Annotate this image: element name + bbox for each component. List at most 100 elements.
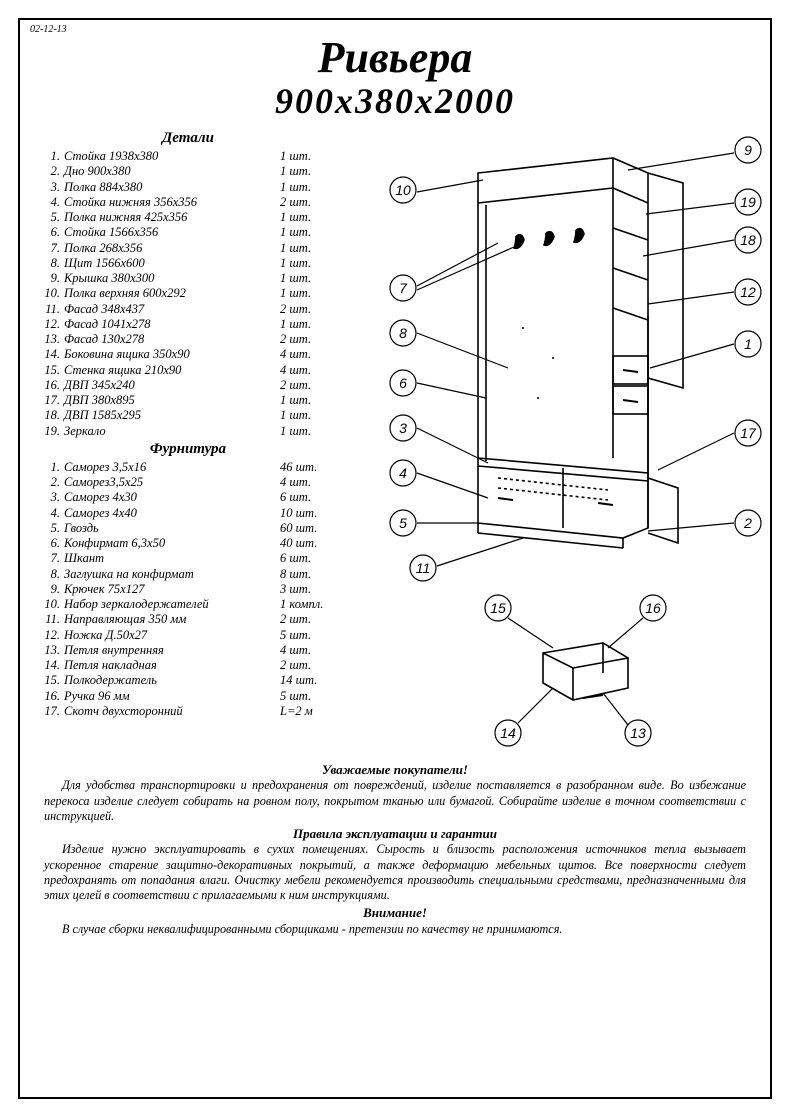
svg-text:3: 3 bbox=[399, 420, 407, 436]
svg-text:2: 2 bbox=[743, 515, 752, 531]
list-item: 9.Крышка 380х3001 шт. bbox=[38, 271, 338, 286]
list-item: 6.Конфирмат 6,3х5040 шт. bbox=[38, 536, 338, 551]
item-name: Ручка 96 мм bbox=[64, 689, 280, 704]
item-number: 8. bbox=[38, 567, 64, 582]
item-qty: 1 шт. bbox=[280, 271, 338, 286]
list-item: 19.Зеркало1 шт. bbox=[38, 424, 338, 439]
item-name: Гвоздь bbox=[64, 521, 280, 536]
list-item: 11.Направляющая 350 мм2 шт. bbox=[38, 612, 338, 627]
list-item: 1.Саморез 3,5х1646 шт. bbox=[38, 460, 338, 475]
item-qty: 1 шт. bbox=[280, 256, 338, 271]
product-dimensions: 900x380x2000 bbox=[38, 80, 752, 122]
item-name: Крючек 75х127 bbox=[64, 582, 280, 597]
item-qty: 46 шт. bbox=[280, 460, 338, 475]
item-qty: 2 шт. bbox=[280, 302, 338, 317]
item-qty: 1 шт. bbox=[280, 241, 338, 256]
hardware-heading: Фурнитура bbox=[38, 439, 338, 460]
list-item: 11.Фасад 348х4372 шт. bbox=[38, 302, 338, 317]
item-qty: 14 шт. bbox=[280, 673, 338, 688]
item-qty: 4 шт. bbox=[280, 643, 338, 658]
list-item: 8.Заглушка на конфирмат8 шт. bbox=[38, 567, 338, 582]
svg-text:16: 16 bbox=[645, 600, 661, 616]
item-number: 13. bbox=[38, 643, 64, 658]
list-item: 15.Полкодержатель14 шт. bbox=[38, 673, 338, 688]
item-number: 7. bbox=[38, 551, 64, 566]
list-item: 3.Саморез 4х306 шт. bbox=[38, 490, 338, 505]
item-name: ДВП 345х240 bbox=[64, 378, 280, 393]
item-name: Направляющая 350 мм bbox=[64, 612, 280, 627]
list-item: 12.Фасад 1041х2781 шт. bbox=[38, 317, 338, 332]
list-item: 5.Гвоздь60 шт. bbox=[38, 521, 338, 536]
item-number: 7. bbox=[38, 241, 64, 256]
item-qty: 1 шт. bbox=[280, 210, 338, 225]
item-qty: 1 шт. bbox=[280, 393, 338, 408]
item-number: 16. bbox=[38, 378, 64, 393]
item-name: Полка 268х356 bbox=[64, 241, 280, 256]
item-number: 9. bbox=[38, 271, 64, 286]
list-item: 4.Стойка нижняя 356х3562 шт. bbox=[38, 195, 338, 210]
list-item: 2.Саморез3,5х254 шт. bbox=[38, 475, 338, 490]
item-name: Стойка 1566х356 bbox=[64, 225, 280, 240]
item-name: Фасад 130х278 bbox=[64, 332, 280, 347]
item-number: 17. bbox=[38, 704, 64, 719]
item-name: Набор зеркалодержателей bbox=[64, 597, 280, 612]
assembly-sheet: 02-12-13 Ривьера 900x380x2000 Детали 1.С… bbox=[0, 0, 790, 1117]
item-name: Стойка нижняя 356х356 bbox=[64, 195, 280, 210]
item-name: Щит 1566х600 bbox=[64, 256, 280, 271]
list-item: 10.Полка верхняя 600х2921 шт. bbox=[38, 286, 338, 301]
list-item: 10.Набор зеркалодержателей1 компл. bbox=[38, 597, 338, 612]
item-number: 14. bbox=[38, 658, 64, 673]
item-qty: 10 шт. bbox=[280, 506, 338, 521]
item-qty: 1 шт. bbox=[280, 424, 338, 439]
item-number: 2. bbox=[38, 475, 64, 490]
item-number: 10. bbox=[38, 286, 64, 301]
item-qty: 1 шт. bbox=[280, 164, 338, 179]
item-number: 10. bbox=[38, 597, 64, 612]
item-name: ДВП 380х895 bbox=[64, 393, 280, 408]
item-name: Саморез 4х40 bbox=[64, 506, 280, 521]
item-name: Боковина ящика 350х90 bbox=[64, 347, 280, 362]
item-number: 18. bbox=[38, 408, 64, 423]
item-name: Крышка 380х300 bbox=[64, 271, 280, 286]
item-qty: 2 шт. bbox=[280, 195, 338, 210]
item-number: 1. bbox=[38, 460, 64, 475]
svg-text:5: 5 bbox=[399, 515, 407, 531]
item-number: 6. bbox=[38, 225, 64, 240]
item-name: Ножка Д.50х27 bbox=[64, 628, 280, 643]
item-name: ДВП 1585х295 bbox=[64, 408, 280, 423]
svg-text:8: 8 bbox=[399, 325, 407, 341]
item-number: 16. bbox=[38, 689, 64, 704]
item-name: Фасад 1041х278 bbox=[64, 317, 280, 332]
item-qty: L=2 м bbox=[280, 704, 338, 719]
item-qty: 1 шт. bbox=[280, 317, 338, 332]
hardware-list: 1.Саморез 3,5х1646 шт.2.Саморез3,5х254 ш… bbox=[38, 460, 338, 719]
item-qty: 4 шт. bbox=[280, 363, 338, 378]
footer-heading-2: Правила эксплуатации и гарантии bbox=[38, 826, 752, 842]
item-qty: 4 шт. bbox=[280, 347, 338, 362]
svg-text:9: 9 bbox=[744, 142, 752, 158]
item-name: Петля накладная bbox=[64, 658, 280, 673]
list-item: 3.Полка 884х3801 шт. bbox=[38, 180, 338, 195]
list-item: 17.ДВП 380х8951 шт. bbox=[38, 393, 338, 408]
list-item: 14.Боковина ящика 350х904 шт. bbox=[38, 347, 338, 362]
item-name: Саморез 4х30 bbox=[64, 490, 280, 505]
item-qty: 2 шт. bbox=[280, 612, 338, 627]
item-name: Шкант bbox=[64, 551, 280, 566]
item-name: Дно 900х380 bbox=[64, 164, 280, 179]
list-item: 15.Стенка ящика 210х904 шт. bbox=[38, 363, 338, 378]
item-name: Полка нижняя 425х356 bbox=[64, 210, 280, 225]
item-number: 13. bbox=[38, 332, 64, 347]
svg-text:19: 19 bbox=[740, 194, 756, 210]
footer-p1: Для удобства транспортировки и предохран… bbox=[44, 778, 746, 824]
item-qty: 2 шт. bbox=[280, 332, 338, 347]
list-item: 14.Петля накладная2 шт. bbox=[38, 658, 338, 673]
item-number: 4. bbox=[38, 195, 64, 210]
item-qty: 5 шт. bbox=[280, 689, 338, 704]
item-name: Стойка 1938х380 bbox=[64, 149, 280, 164]
assembly-diagram: 91019187128163417521115161413 bbox=[348, 128, 768, 758]
item-name: Саморез3,5х25 bbox=[64, 475, 280, 490]
item-qty: 3 шт. bbox=[280, 582, 338, 597]
footer-text: Уважаемые покупатели! Для удобства транс… bbox=[38, 762, 752, 937]
item-qty: 4 шт. bbox=[280, 475, 338, 490]
svg-text:15: 15 bbox=[490, 600, 506, 616]
